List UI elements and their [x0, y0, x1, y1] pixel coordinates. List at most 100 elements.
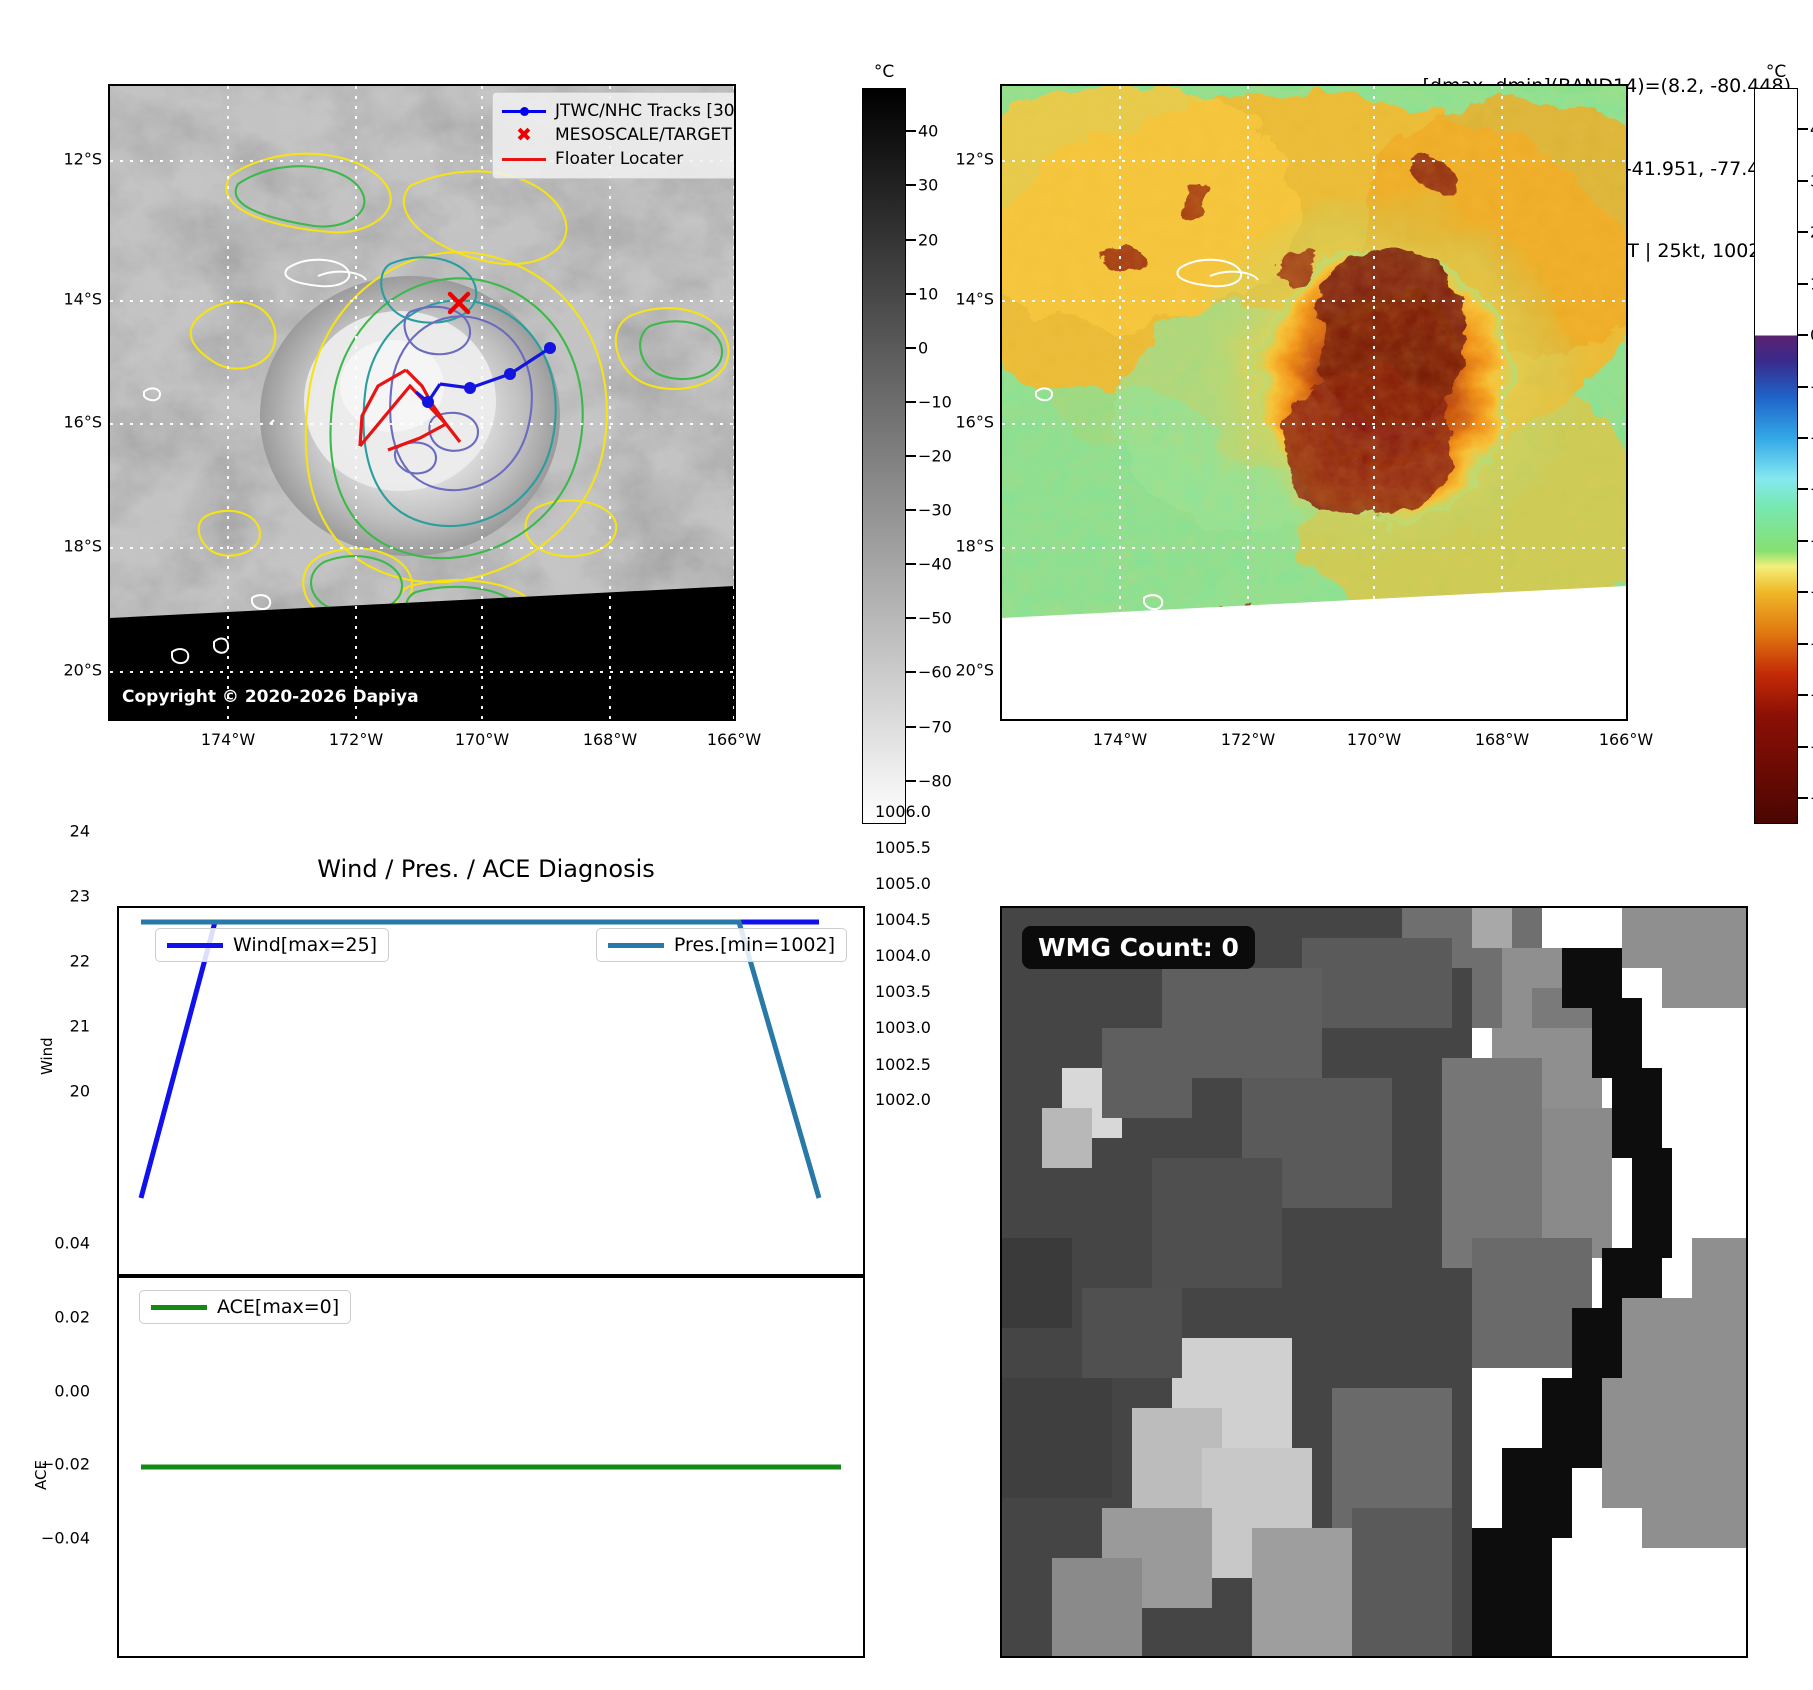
wv-cbar-tick-12: −80 — [1810, 737, 1813, 756]
ace-line-icon — [151, 1304, 207, 1310]
wv-cbar-tickmark-8 — [1798, 539, 1808, 542]
wv-cbar-tickmark-11 — [1798, 694, 1808, 697]
ir-cbar-tick-8: −40 — [918, 554, 952, 574]
ir-ytick-4: 20°S — [63, 660, 102, 680]
ir-ytick-1: 14°S — [63, 289, 102, 309]
wind-ytick-24: 24 — [69, 821, 90, 841]
wv-colorbar — [1754, 88, 1798, 824]
wv-xtick-1: 172°W — [1220, 730, 1276, 749]
ir-cbar-tickmark-2 — [906, 238, 916, 241]
wv-cbar-tickmark-0 — [1798, 128, 1808, 131]
ir-imagery — [110, 86, 734, 719]
ir-cbar-tickmark-11 — [906, 725, 916, 728]
wmg-imagery — [1002, 908, 1746, 1656]
wv-cbar-tick-1: 30 — [1810, 171, 1813, 190]
legend-target-label: MESOSCALE/TARGET Location — [555, 125, 734, 146]
wv-xtick-3: 168°W — [1474, 730, 1530, 749]
ace-chart[interactable]: ACE[max=0] — [117, 1276, 865, 1658]
ir-cbar-tickmark-0 — [906, 130, 916, 133]
ir-colorbar — [862, 88, 906, 824]
ir-xtick-2: 170°W — [454, 730, 510, 749]
wind-ytick-21: 21 — [69, 1016, 90, 1036]
wv-cbar-tickmark-2 — [1798, 231, 1808, 234]
wind-axis-label: Wind — [38, 1037, 56, 1075]
pres-ytick-0: 1002.0 — [875, 1090, 931, 1109]
wv-ytick-3: 18°S — [955, 536, 994, 556]
wind-line-icon — [167, 942, 223, 948]
wind-pressure-chart[interactable]: Wind[max=25] Pres.[min=1002] — [117, 906, 865, 1276]
wind-ytick-23: 23 — [69, 886, 90, 906]
wv-cbar-tick-4: 0 — [1810, 326, 1813, 345]
wv-cbar-tick-8: −40 — [1810, 531, 1813, 550]
pres-ytick-7: 1005.5 — [875, 838, 931, 857]
wv-cbar-tickmark-13 — [1798, 797, 1808, 800]
legend-floater-label: Floater Locater — [555, 149, 684, 170]
pres-ytick-5: 1004.5 — [875, 910, 931, 929]
pres-ytick-3: 1003.5 — [875, 982, 931, 1001]
wv-cbar-tickmark-6 — [1798, 436, 1808, 439]
wmg-count-badge: WMG Count: 0 — [1022, 926, 1255, 969]
wv-cbar-tickmark-10 — [1798, 642, 1808, 645]
pressure-legend: Pres.[min=1002] — [595, 928, 847, 962]
ace-ytick-4: 0.04 — [54, 1233, 90, 1253]
ir-cbar-tick-9: −50 — [918, 608, 952, 628]
wv-cbar-tickmark-1 — [1798, 179, 1808, 182]
pres-ytick-4: 1004.0 — [875, 946, 931, 965]
wind-series-line — [138, 919, 819, 1199]
ir-satellite-image-panel[interactable]: JTWC/NHC Tracks [30/0600Z] ✖ MESOSCALE/T… — [108, 84, 736, 721]
ir-ytick-2: 16°S — [63, 412, 102, 432]
wind-ytick-22: 22 — [69, 951, 90, 971]
wv-cbar-tick-2: 20 — [1810, 223, 1813, 242]
track-line-icon — [502, 106, 546, 116]
ir-cbar-tickmark-7 — [906, 509, 916, 512]
ir-cbar-tick-10: −60 — [918, 662, 952, 682]
ace-ytick-1: −0.02 — [40, 1454, 90, 1474]
pres-ytick-6: 1005.0 — [875, 874, 931, 893]
ace-plot — [141, 1464, 841, 1470]
legend-item-target: ✖ MESOSCALE/TARGET Location — [502, 123, 734, 147]
ir-cbar-tickmark-5 — [906, 400, 916, 403]
wv-ytick-4: 20°S — [955, 660, 994, 680]
water-vapor-enhanced-panel[interactable] — [1000, 84, 1628, 721]
ace-ytick-3: 0.02 — [54, 1307, 90, 1327]
ir-cbar-tickmark-6 — [906, 455, 916, 457]
ir-ytick-3: 18°S — [63, 536, 102, 556]
ir-cbar-tickmark-12 — [906, 779, 916, 782]
legend-item-tracks: JTWC/NHC Tracks [30/0600Z] — [502, 99, 734, 123]
wv-ytick-2: 16°S — [955, 412, 994, 432]
wmg-cloud-cluster-panel[interactable]: WMG Count: 0 — [1000, 906, 1748, 1658]
wv-cbar-tickmark-5 — [1798, 385, 1808, 388]
ir-xtick-0: 174°W — [200, 730, 256, 749]
wv-cbar-tick-7: −30 — [1810, 480, 1813, 499]
wv-cbar-tick-11: −70 — [1810, 686, 1813, 705]
pressure-legend-label: Pres.[min=1002] — [673, 934, 835, 956]
pres-ytick-2: 1003.0 — [875, 1018, 931, 1037]
wind-legend: Wind[max=25] — [155, 928, 390, 962]
wv-colorbar-units: °C — [1765, 62, 1787, 82]
ir-cbar-tick-0: 40 — [918, 121, 939, 141]
ir-cbar-tick-7: −30 — [918, 500, 952, 520]
wv-cbar-tickmark-7 — [1798, 488, 1808, 491]
wv-cbar-tick-10: −60 — [1810, 634, 1813, 653]
ir-cbar-tick-1: 30 — [918, 175, 939, 195]
jtwc-track — [414, 342, 556, 408]
wv-cbar-tick-0: 40 — [1810, 120, 1813, 139]
copyright-notice: Copyright © 2020-2026 Dapiya — [122, 687, 419, 707]
wv-cbar-tick-5: −10 — [1810, 377, 1813, 396]
pressure-series-line — [141, 919, 822, 1199]
pressure-line-icon — [607, 942, 664, 948]
ir-cbar-tick-5: −10 — [918, 392, 952, 412]
ir-xtick-1: 172°W — [328, 730, 384, 749]
ir-cbar-tick-4: 0 — [918, 338, 929, 358]
ace-ytick-2: 0.00 — [54, 1381, 90, 1401]
wv-xtick-0: 174°W — [1092, 730, 1148, 749]
pres-ytick-1: 1002.5 — [875, 1055, 931, 1074]
wv-ytick-1: 14°S — [955, 289, 994, 309]
ir-cbar-tick-11: −70 — [918, 717, 952, 737]
wind-pressure-plot — [138, 919, 822, 1199]
ir-cbar-tickmark-3 — [906, 292, 916, 295]
ir-cbar-tick-6: −20 — [918, 446, 952, 466]
ir-xtick-3: 168°W — [582, 730, 638, 749]
wind-legend-label: Wind[max=25] — [233, 934, 378, 956]
mesoscale-target-marker — [447, 291, 471, 315]
